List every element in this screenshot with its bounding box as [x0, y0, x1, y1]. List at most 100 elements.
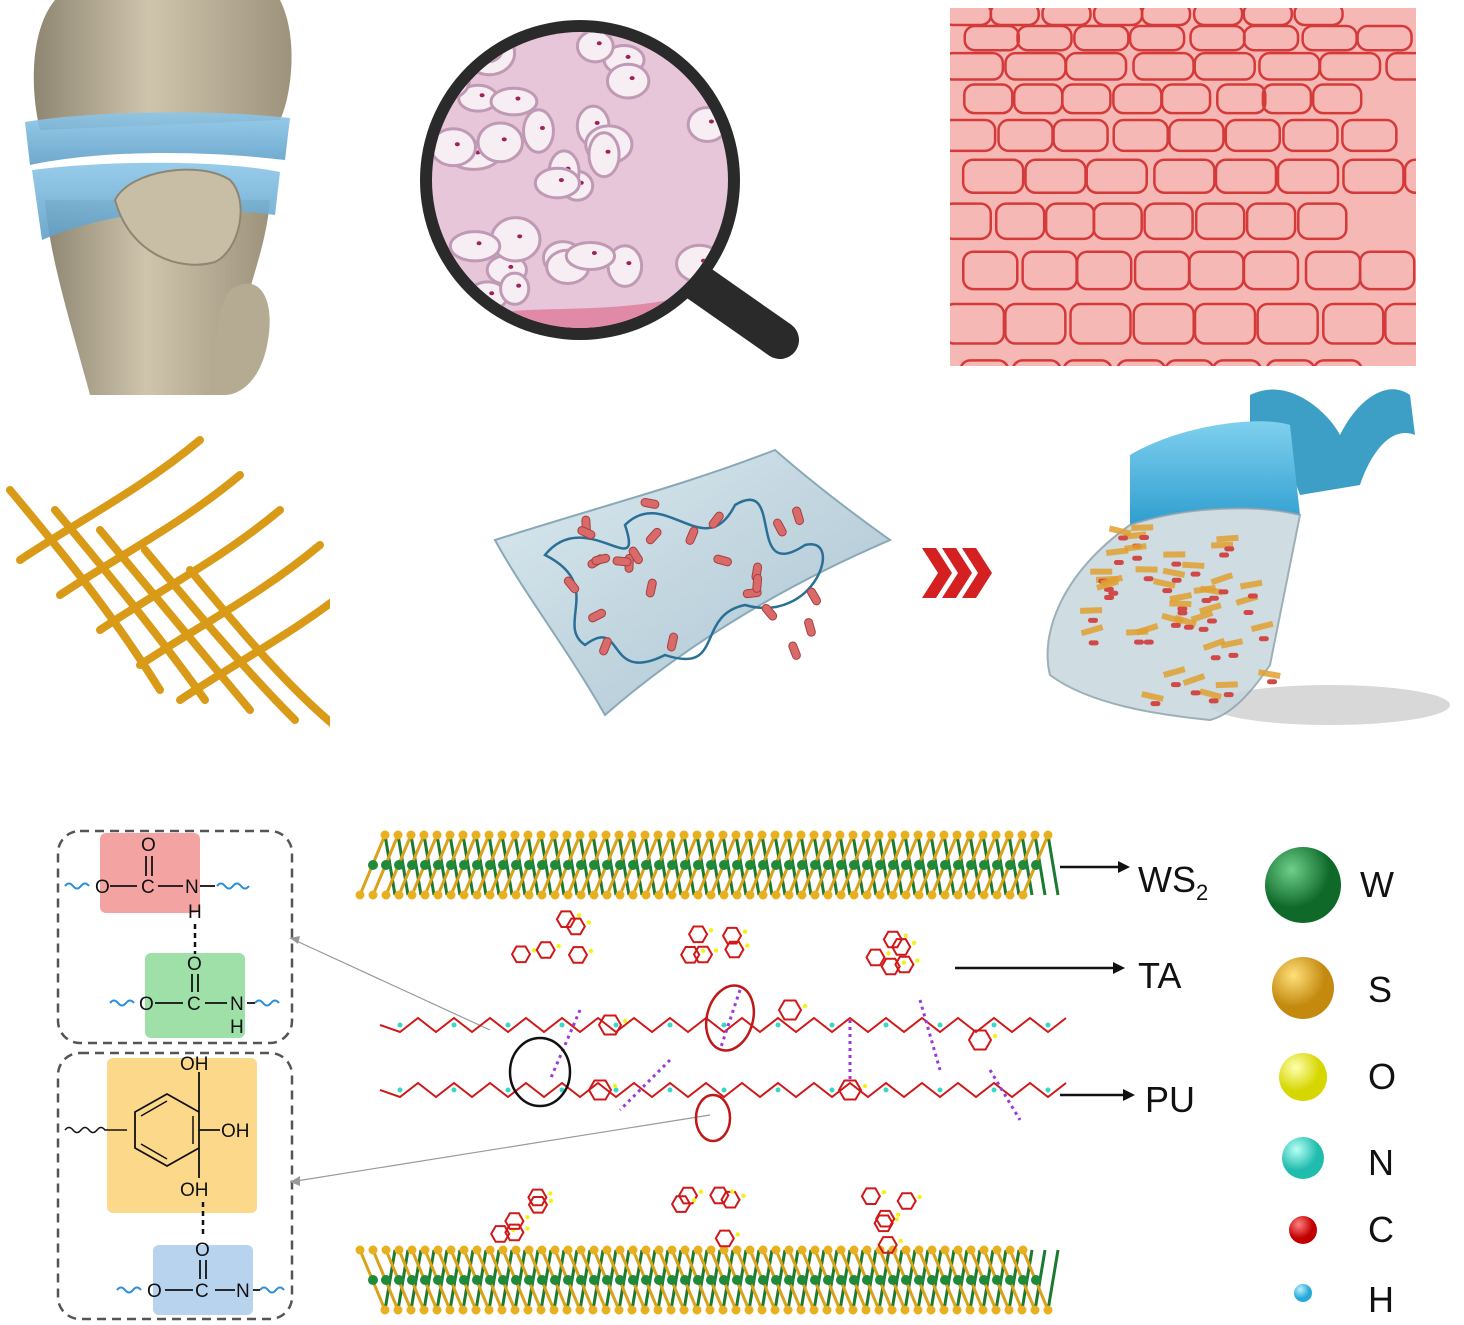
- svg-text:OH: OH: [180, 1180, 209, 1201]
- tungsten-atom: [407, 1275, 417, 1285]
- sulfur-atom: [524, 890, 534, 900]
- ws2-flake: [1199, 688, 1222, 700]
- sulfur-atom: [549, 830, 559, 840]
- network-cell: [1052, 118, 1109, 153]
- aromatic-ring: [714, 1229, 735, 1248]
- sulfur-atom: [862, 890, 872, 900]
- aromatic-ring: [896, 1192, 917, 1210]
- chondrocyte-cell: [522, 108, 555, 154]
- aromatic-ring: [692, 945, 714, 964]
- sulfur-atom: [796, 1305, 806, 1315]
- pu-segment: [1177, 606, 1188, 612]
- nitrogen-atom: [613, 1087, 619, 1093]
- pu-hard-segment: [708, 511, 724, 529]
- nitrogen-atom: [505, 1022, 511, 1028]
- pu-hard-segment: [807, 587, 822, 606]
- tungsten-atom: [524, 1275, 534, 1285]
- tungsten-atom: [485, 860, 495, 870]
- sulfur-atom: [589, 890, 599, 900]
- sulfur-atom: [1018, 890, 1028, 900]
- aromatic-ring: [555, 910, 577, 928]
- tungsten-atom: [667, 1275, 677, 1285]
- network-cell: [1004, 302, 1067, 345]
- sulfur-atom: [913, 830, 923, 840]
- network-cell: [1214, 158, 1278, 194]
- sulfur-atom: [783, 830, 793, 840]
- sulfur-atom: [861, 830, 871, 840]
- sulfur-atom: [796, 830, 806, 840]
- nitrogen-atom: [937, 1022, 943, 1028]
- sulfur-atom: [991, 830, 1001, 840]
- oxygen-atom: [548, 1198, 554, 1204]
- legend-label-n: N: [1368, 1142, 1394, 1183]
- sulfur-atom: [797, 890, 807, 900]
- sulfur-atom-icon: [1272, 957, 1334, 1019]
- sulfur-atom: [602, 1245, 612, 1255]
- network-cell: [950, 202, 992, 241]
- aromatic-ring: [720, 1190, 741, 1209]
- sulfur-atom: [523, 1305, 533, 1315]
- tungsten-atom: [368, 1275, 378, 1285]
- carbamate-blue-box: [153, 1245, 253, 1315]
- tungsten-atom: [667, 860, 677, 870]
- cell-nucleus: [591, 250, 597, 255]
- sulfur-atom: [757, 1305, 767, 1315]
- sulfur-atom: [419, 1305, 429, 1315]
- sulfur-atom: [810, 1245, 820, 1255]
- sulfur-atom: [783, 1305, 793, 1315]
- tungsten-atom: [836, 1275, 846, 1285]
- sulfur-atom: [627, 1305, 637, 1315]
- legend-label-w: W: [1360, 864, 1394, 905]
- tungsten-atom: [875, 860, 885, 870]
- tungsten-atom: [563, 1275, 573, 1285]
- sulfur-atom: [471, 1305, 481, 1315]
- pu-segment: [1177, 610, 1188, 616]
- sulfur-atom: [1005, 1245, 1015, 1255]
- sulfur-atom: [653, 1305, 663, 1315]
- network-cell: [1242, 250, 1300, 291]
- tungsten-atom: [576, 1275, 586, 1285]
- ws2-flake: [1135, 566, 1158, 573]
- tungsten-atom: [433, 860, 443, 870]
- network-cell: [1256, 302, 1319, 345]
- sulfur-atom: [510, 1305, 520, 1315]
- network-cell: [1085, 158, 1148, 194]
- sulfur-atom: [718, 830, 728, 840]
- aromatic-ring: [510, 945, 532, 964]
- sulfur-atom: [719, 1245, 729, 1255]
- network-cell: [1063, 359, 1112, 366]
- sulfur-atom: [744, 830, 754, 840]
- ws2-flake: [1216, 534, 1239, 543]
- sulfur-atom: [939, 1305, 949, 1315]
- tungsten-atom: [797, 860, 807, 870]
- network-cell: [1356, 24, 1413, 52]
- svg-text:H: H: [230, 1017, 244, 1038]
- sulfur-atom: [433, 1245, 443, 1255]
- sulfur-atom: [875, 890, 885, 900]
- ws2-flake: [1080, 624, 1104, 637]
- tungsten-atom: [420, 860, 430, 870]
- sulfur-atom: [562, 1305, 572, 1315]
- sulfur-atom: [472, 890, 482, 900]
- sulfur-atom: [732, 1245, 742, 1255]
- ws2-flake: [1131, 524, 1154, 532]
- sulfur-atom: [1043, 830, 1053, 840]
- tungsten-atom: [862, 860, 872, 870]
- pu-segment: [1162, 588, 1173, 594]
- sulfur-atom: [992, 1245, 1002, 1255]
- sulfur-atom: [445, 1305, 455, 1315]
- sulfur-atom: [666, 1305, 676, 1315]
- molecular-interaction-model: WS2 TA PU: [290, 830, 1208, 1315]
- sulfur-atom: [485, 890, 495, 900]
- sulfur-atom: [628, 890, 638, 900]
- network-cell: [1016, 24, 1073, 52]
- tungsten-atom: [758, 1275, 768, 1285]
- sulfur-atom: [498, 1245, 508, 1255]
- tungsten-atom: [914, 1275, 924, 1285]
- cell-nucleus: [476, 241, 482, 246]
- network-cell: [1194, 202, 1246, 241]
- tungsten-atom: [459, 860, 469, 870]
- ws2-flake: [1239, 579, 1263, 590]
- tungsten-atom: [641, 860, 651, 870]
- tungsten-atom: [446, 1275, 456, 1285]
